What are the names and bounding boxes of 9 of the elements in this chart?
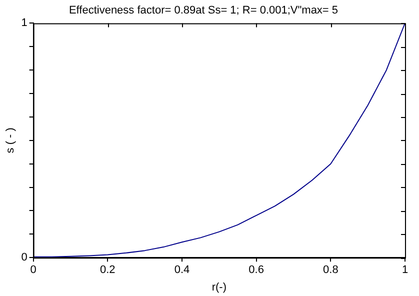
y-axis-title: s ( - ) xyxy=(4,128,17,154)
x-tick-label: 0.8 xyxy=(323,264,338,276)
x-tick-label: 0.4 xyxy=(174,264,190,276)
x-axis-title: r(-) xyxy=(212,281,226,294)
x-tick-label: 0.6 xyxy=(248,264,264,276)
chart-title: Effectiveness factor= 0.89at Ss= 1; R= 0.001;V"max= 5 xyxy=(68,4,338,17)
x-tick-label: 0.2 xyxy=(100,264,116,276)
x-tick-label: 1 xyxy=(402,264,408,276)
x-tick-label: 0 xyxy=(30,264,36,276)
